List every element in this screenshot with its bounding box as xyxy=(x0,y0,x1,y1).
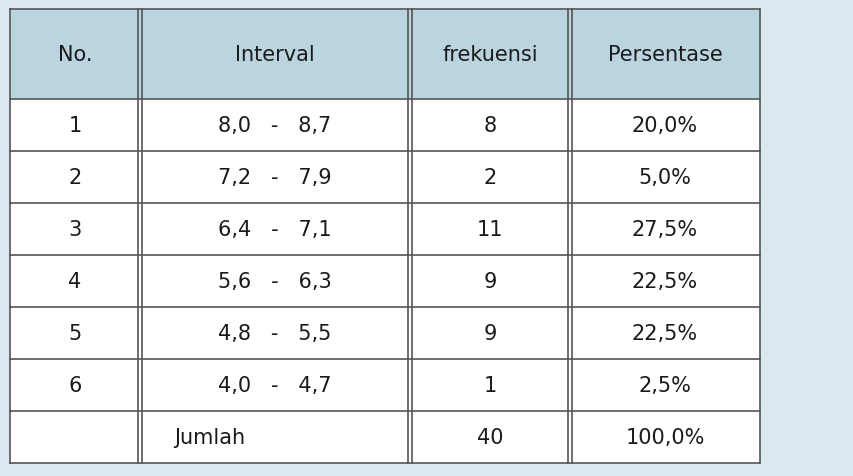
Bar xyxy=(569,100,759,152)
Text: 2: 2 xyxy=(483,168,496,188)
Bar xyxy=(409,256,569,307)
Text: Jumlah: Jumlah xyxy=(174,427,246,447)
Bar xyxy=(409,10,569,100)
Text: 4,8   -   5,5: 4,8 - 5,5 xyxy=(218,323,331,343)
Bar xyxy=(10,10,140,100)
Bar xyxy=(10,256,140,307)
Text: 6,4   -   7,1: 6,4 - 7,1 xyxy=(218,219,332,239)
Bar xyxy=(10,411,409,463)
Text: No.: No. xyxy=(58,45,92,65)
Bar xyxy=(569,359,759,411)
Text: frekuensi: frekuensi xyxy=(442,45,537,65)
Text: 5: 5 xyxy=(68,323,82,343)
Bar xyxy=(409,411,569,463)
Bar xyxy=(569,152,759,204)
Text: 5,6   -   6,3: 5,6 - 6,3 xyxy=(218,271,332,291)
Bar xyxy=(10,204,140,256)
Bar xyxy=(569,204,759,256)
Bar xyxy=(569,256,759,307)
Bar xyxy=(409,204,569,256)
Text: 2: 2 xyxy=(68,168,82,188)
Text: 1: 1 xyxy=(483,375,496,395)
Bar xyxy=(409,307,569,359)
Bar xyxy=(140,204,409,256)
Text: 22,5%: 22,5% xyxy=(631,271,697,291)
Text: 3: 3 xyxy=(68,219,82,239)
Bar xyxy=(409,100,569,152)
Bar xyxy=(409,152,569,204)
Bar xyxy=(409,359,569,411)
Bar xyxy=(140,359,409,411)
Text: Persentase: Persentase xyxy=(607,45,722,65)
Bar xyxy=(140,152,409,204)
Text: 2,5%: 2,5% xyxy=(638,375,691,395)
Text: 8,0   -   8,7: 8,0 - 8,7 xyxy=(218,116,331,136)
Text: 40: 40 xyxy=(476,427,502,447)
Bar xyxy=(140,100,409,152)
Text: 11: 11 xyxy=(476,219,502,239)
Text: 27,5%: 27,5% xyxy=(631,219,697,239)
Text: 7,2   -   7,9: 7,2 - 7,9 xyxy=(218,168,332,188)
Text: 4: 4 xyxy=(68,271,82,291)
Text: 1: 1 xyxy=(68,116,82,136)
Text: 22,5%: 22,5% xyxy=(631,323,697,343)
Bar xyxy=(569,411,759,463)
Text: 9: 9 xyxy=(483,323,496,343)
Text: 20,0%: 20,0% xyxy=(631,116,697,136)
Text: 9: 9 xyxy=(483,271,496,291)
Bar xyxy=(140,256,409,307)
Bar xyxy=(10,152,140,204)
Bar xyxy=(10,307,140,359)
Text: Interval: Interval xyxy=(235,45,315,65)
Text: 5,0%: 5,0% xyxy=(638,168,691,188)
Bar xyxy=(10,359,140,411)
Bar xyxy=(140,10,409,100)
Text: 100,0%: 100,0% xyxy=(624,427,704,447)
Text: 8: 8 xyxy=(483,116,496,136)
Bar xyxy=(569,307,759,359)
Bar xyxy=(569,10,759,100)
Bar xyxy=(10,100,140,152)
Text: 4,0   -   4,7: 4,0 - 4,7 xyxy=(218,375,331,395)
Bar xyxy=(140,307,409,359)
Text: 6: 6 xyxy=(68,375,82,395)
